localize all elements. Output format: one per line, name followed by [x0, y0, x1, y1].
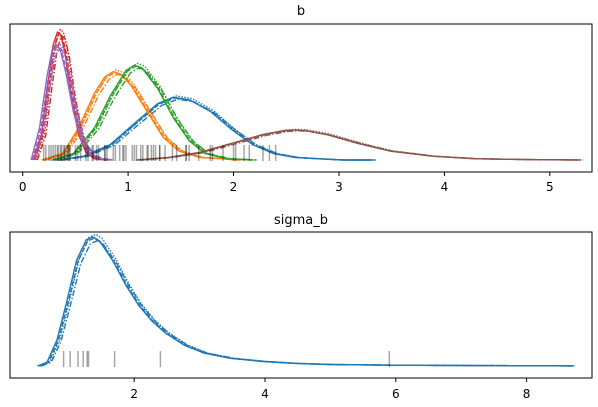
- panel-b-x-tick-label-2: 2: [230, 180, 238, 194]
- panel-sigma-b-rug: [62, 351, 391, 367]
- panel-sigma-b-x-tick-label-0: 2: [130, 387, 138, 401]
- panel-sigma-b-density-line-0-chain-3: [41, 240, 575, 367]
- panel-b-density-line-5-chain-3: [140, 130, 584, 161]
- panel-b-x-tick-label-0: 0: [19, 180, 27, 194]
- panel-b-x-ticks: 0 1 2 3 4 5: [19, 172, 554, 194]
- panel-b-density-line-2-chain-2: [54, 62, 256, 161]
- panel-b-density-line-2-chain-3: [56, 67, 257, 161]
- panel-b-density-line-2-chain-1: [53, 65, 254, 161]
- panel-b-density-line-5-chain-1: [137, 129, 581, 161]
- panel-b-x-tick-label-1: 1: [124, 180, 132, 194]
- panel-b-x-tick-label-4: 4: [441, 180, 449, 194]
- panel-sigma-b-density-line-0-chain-0: [37, 236, 571, 367]
- panel-sigma-b-axes-frame: [9, 231, 593, 379]
- panel-b-x-tick-label-3: 3: [335, 180, 343, 194]
- panel-b-density-line-5-chain-2: [139, 128, 583, 161]
- panel-b-title: b: [297, 4, 305, 19]
- panel-b-curves: [30, 28, 584, 161]
- panel-sigma-b-title: sigma_b: [274, 213, 328, 228]
- panel-b-density-line-4-chain-1: [31, 45, 112, 161]
- panel-b-density-line-1-chain-3: [45, 73, 241, 161]
- panel-b-axes-frame: [9, 23, 593, 173]
- panel-sigma-b-density-line-0-chain-2: [39, 233, 574, 367]
- panel-sigma-b-density-line-0-chain-1: [38, 237, 572, 367]
- panel-b-x-tick-label-5: 5: [546, 180, 554, 194]
- panel-sigma-b-x-tick-label-3: 8: [523, 387, 531, 401]
- panel-b-density-line-3-chain-2: [35, 28, 108, 161]
- panel-b-rug: [42, 145, 277, 161]
- panel-b-density-line-4-chain-0: [30, 44, 111, 161]
- panel-b-density-line-0-chain-3: [61, 98, 376, 161]
- panel-b-density-line-5-chain-0: [136, 129, 580, 161]
- panel-sigma-b-x-tick-label-2: 6: [392, 387, 400, 401]
- panel-sigma-b-x-ticks: 2 4 6 8: [130, 378, 530, 401]
- panel-b-density-line-4-chain-3: [34, 47, 115, 161]
- panel-b-density-line-4-chain-2: [33, 41, 114, 161]
- panel-sigma-b-x-tick-label-1: 4: [261, 387, 269, 401]
- panel-sigma-b-curves: [37, 233, 575, 367]
- panel-b-density-line-0-chain-1: [58, 97, 374, 161]
